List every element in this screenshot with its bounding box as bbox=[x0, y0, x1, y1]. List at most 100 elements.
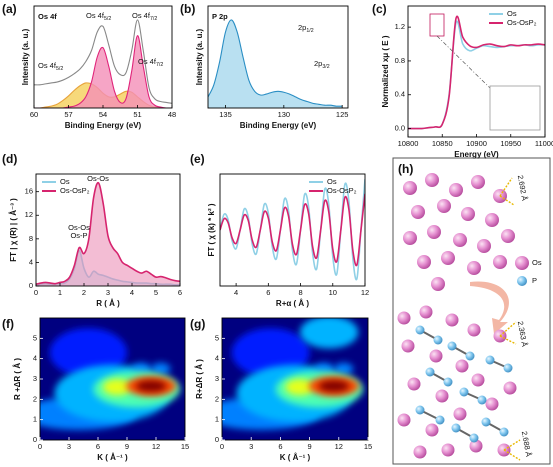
atom bbox=[435, 389, 449, 403]
panel-label: (h) bbox=[398, 162, 413, 176]
x-tick-label: 10850 bbox=[432, 139, 453, 148]
plot bbox=[40, 318, 185, 440]
atom bbox=[425, 367, 435, 377]
legend-label: Os-OsP₂ bbox=[327, 186, 357, 195]
atom bbox=[469, 439, 483, 453]
atom bbox=[415, 325, 425, 335]
x-tick-label: 12 bbox=[361, 288, 369, 297]
x-tick-label: 6 bbox=[278, 442, 282, 451]
line bbox=[220, 193, 365, 267]
y-tick-label: 0.4 bbox=[395, 90, 405, 99]
annotation: Os 4f7/2 bbox=[132, 11, 157, 22]
x-tick-label: 9 bbox=[125, 442, 129, 451]
x-tick-label: 12 bbox=[335, 442, 343, 451]
y-tick-label: 8 bbox=[29, 234, 33, 243]
legend-label: Os bbox=[532, 258, 542, 267]
x-tick-label: 51 bbox=[133, 110, 141, 119]
atom bbox=[429, 349, 443, 363]
axes-frame bbox=[207, 5, 349, 109]
atom bbox=[485, 355, 495, 365]
atom bbox=[453, 407, 467, 421]
atom bbox=[445, 313, 459, 327]
x-axis-label: Binding Energy (eV) bbox=[240, 121, 317, 130]
x-axis-label: R ( Å ) bbox=[96, 299, 120, 308]
plot bbox=[220, 179, 365, 281]
atom bbox=[515, 256, 529, 270]
y-tick-label: 2 bbox=[215, 394, 219, 403]
distance-line bbox=[499, 195, 515, 206]
x-tick-label: 125 bbox=[336, 110, 349, 119]
area bbox=[208, 19, 343, 108]
distance-line bbox=[499, 335, 517, 345]
x-tick-label: 10 bbox=[329, 288, 337, 297]
atom bbox=[411, 205, 425, 219]
panel-label: (d) bbox=[2, 152, 17, 166]
atom bbox=[447, 341, 457, 351]
annotation-sub: 5/2 bbox=[56, 66, 63, 72]
x-tick-label: 0 bbox=[220, 442, 224, 451]
distance-label: 2.692 Å bbox=[516, 174, 529, 201]
x-tick-label: 8 bbox=[298, 288, 302, 297]
atom bbox=[453, 233, 467, 247]
line bbox=[408, 15, 545, 130]
x-tick-label: 10800 bbox=[398, 139, 419, 148]
x-axis-label: K ( Å⁻¹ ) bbox=[97, 453, 128, 462]
atom bbox=[417, 255, 431, 269]
annotation-sub: 7/2 bbox=[150, 16, 157, 22]
atom bbox=[401, 339, 415, 353]
legend-label: Os bbox=[327, 177, 337, 186]
atom bbox=[459, 387, 469, 397]
atom bbox=[517, 276, 527, 286]
atom bbox=[477, 239, 491, 253]
x-tick-label: 1 bbox=[58, 288, 62, 297]
plot bbox=[408, 15, 545, 130]
distance-line bbox=[503, 449, 521, 461]
atom bbox=[503, 363, 513, 373]
y-tick-label: 0.0 bbox=[395, 124, 405, 133]
y-tick-label: 5 bbox=[215, 333, 219, 342]
y-tick-label: 2 bbox=[33, 394, 37, 403]
inset-link bbox=[436, 35, 491, 89]
y-tick-label: 0 bbox=[215, 435, 219, 444]
panel-label: (e) bbox=[190, 152, 205, 166]
x-tick-label: 6 bbox=[178, 288, 182, 297]
y-tick-label: 0.8 bbox=[395, 56, 405, 65]
heatmap-cell bbox=[49, 328, 127, 377]
atom bbox=[403, 181, 417, 195]
annotation-sub: 3/2 bbox=[322, 64, 329, 70]
x-tick-label: 54 bbox=[99, 110, 107, 119]
atom bbox=[431, 277, 445, 291]
plot bbox=[222, 318, 368, 440]
x-tick-label: 130 bbox=[278, 110, 291, 119]
atom bbox=[435, 415, 445, 425]
chart-title: P 2p bbox=[212, 12, 228, 21]
y-tick-label: 5 bbox=[33, 333, 37, 342]
annotation-text: Os 4f bbox=[132, 11, 151, 20]
annotation: Os 4f5/2 bbox=[86, 11, 111, 22]
y-axis-label: Normalized xμ ( E ) bbox=[381, 35, 390, 107]
atom bbox=[441, 251, 455, 265]
atom bbox=[451, 423, 461, 433]
annotation-text: Os-Os bbox=[87, 174, 109, 183]
plot bbox=[36, 182, 180, 286]
atom bbox=[425, 423, 439, 437]
heatmap-cell bbox=[231, 328, 310, 377]
legend-label: Os bbox=[507, 9, 517, 18]
heatmap-cell bbox=[318, 380, 350, 392]
atom bbox=[403, 231, 417, 245]
annotation-sub: 5/2 bbox=[104, 16, 111, 22]
annotation: 2p3/2 bbox=[314, 59, 330, 70]
y-tick-label: 12 bbox=[25, 210, 33, 219]
plot bbox=[34, 19, 172, 108]
x-tick-label: 0 bbox=[34, 288, 38, 297]
x-tick-label: 6 bbox=[266, 288, 270, 297]
atom bbox=[425, 173, 439, 187]
x-tick-label: 15 bbox=[181, 442, 189, 451]
y-tick-label: 1 bbox=[33, 415, 37, 424]
atom bbox=[469, 433, 479, 443]
annotation-text: Os 4f bbox=[38, 61, 57, 70]
arrow bbox=[470, 281, 509, 334]
x-axis-label: R+α ( Å ) bbox=[276, 299, 309, 308]
y-tick-label: 0 bbox=[33, 435, 37, 444]
